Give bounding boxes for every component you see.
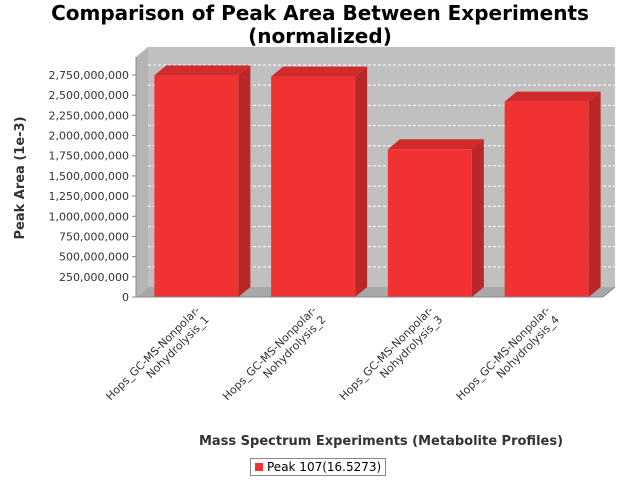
x-tick-label-line: Hops_GC-MS-Nonpolar- (103, 304, 202, 403)
bar-side (355, 66, 368, 297)
x-axis-label: Mass Spectrum Experiments (Metabolite Pr… (199, 434, 563, 449)
y-tick-label: 500,000,000 (59, 251, 129, 264)
bar-front (387, 149, 472, 297)
y-axis: 0 250,000,000 500,000,000 750,000,000 1,000,… (49, 57, 137, 304)
y-tick-label: 1,250,000,000 (49, 190, 129, 203)
bar-top (504, 91, 601, 102)
x-tick-label-line: Hops_GC-MS-Nonpolar- (337, 304, 436, 403)
y-tick-label: 2,000,000,000 (49, 130, 129, 143)
y-tick-label: 750,000,000 (59, 230, 129, 243)
legend-label: Peak 107(16.5273) (267, 460, 382, 474)
y-axis-label: Peak Area (1e-3) (13, 116, 28, 239)
bar-side (238, 65, 251, 298)
x-tick-label: Hops_GC-MS-Nonpolar-Nohydrolysis_4 (454, 304, 562, 412)
plot-left-wall (136, 47, 148, 297)
chart-title-line-1: Comparison of Peak Area Between Experime… (51, 1, 589, 25)
x-tick-label: Hops_GC-MS-Nonpolar-Nohydrolysis_1 (103, 304, 211, 412)
x-tick-label: Hops_GC-MS-Nonpolar-Nohydrolysis_3 (337, 304, 445, 412)
y-tick-label: 2,750,000,000 (49, 69, 129, 82)
x-axis-depth-line (602, 286, 616, 298)
bar-side (471, 139, 484, 297)
y-tick-label: 2,250,000,000 (49, 109, 129, 122)
chart-title: Comparison of Peak Area Between Experime… (0, 2, 640, 48)
bar (504, 91, 601, 297)
plot-background (136, 47, 615, 297)
plot-floor (136, 287, 615, 297)
bar-side (588, 91, 601, 297)
x-axis: Hops_GC-MS-Nonpolar-Nohydrolysis_1 Hops_G… (103, 286, 616, 412)
bar (387, 139, 484, 297)
y-tick-label: 1,500,000,000 (49, 170, 129, 183)
y-tick-label: 2,500,000,000 (49, 89, 129, 102)
bar-top (154, 65, 251, 76)
bar (154, 65, 251, 298)
y-tick-label: 1,750,000,000 (49, 150, 129, 163)
y-tick-label: 0 (122, 291, 129, 304)
bar-top (387, 139, 484, 150)
x-tick-label-line: Hops_GC-MS-Nonpolar- (220, 304, 319, 403)
x-tick-label-line: Hops_GC-MS-Nonpolar- (454, 304, 553, 403)
legend-swatch (255, 463, 263, 471)
bar (271, 66, 368, 297)
bar-top (271, 66, 368, 77)
chart-title-line-2: (normalized) (248, 24, 392, 48)
bars (154, 65, 601, 298)
legend: Peak 107(16.5273) (250, 458, 387, 476)
x-tick-label: Hops_GC-MS-Nonpolar-Nohydrolysis_2 (220, 304, 328, 412)
bar-front (271, 76, 356, 297)
y-tick-label: 1,000,000,000 (49, 210, 129, 223)
bar-front (504, 101, 589, 297)
y-tick-label: 250,000,000 (59, 271, 129, 284)
plot-back-wall (148, 47, 615, 287)
bar-front (154, 75, 239, 298)
